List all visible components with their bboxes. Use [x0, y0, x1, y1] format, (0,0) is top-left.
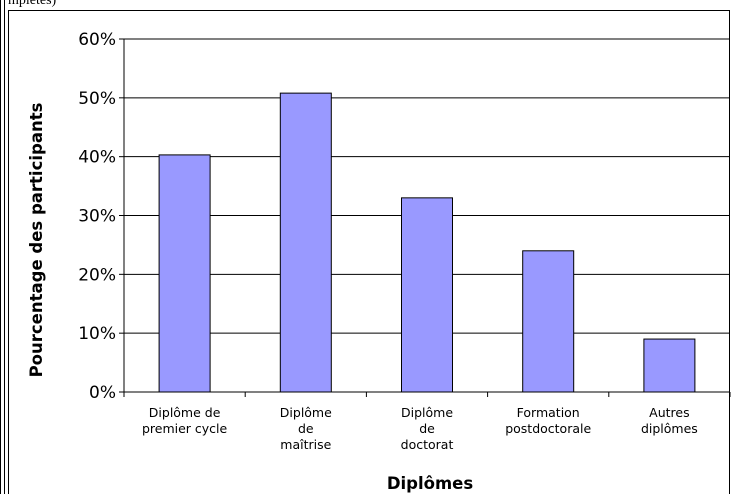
x-category-label-line: diplômes [641, 421, 698, 436]
axes [119, 38, 731, 397]
bars [158, 92, 696, 393]
y-tick-label: 60% [78, 30, 116, 50]
frame-line [4, 0, 5, 494]
x-category-label-line: premier cycle [142, 421, 228, 436]
x-category-label-line: Diplôme de [149, 405, 221, 420]
x-axis-title: Diplômes [387, 474, 474, 493]
bar [158, 154, 211, 393]
page-fragment-text: mpletes) [8, 0, 57, 8]
y-tick-label: 50% [78, 89, 116, 109]
y-tick-label: 0% [89, 383, 116, 403]
y-tick-label: 40% [78, 148, 116, 168]
x-category-label-line: Diplôme [280, 405, 332, 420]
bar [279, 92, 332, 393]
chart-frame [8, 10, 730, 494]
y-tick-label: 10% [78, 324, 116, 344]
x-category-label-line: Formation [517, 405, 580, 420]
y-tick-label: 20% [78, 265, 116, 285]
x-category-label: Diplôme de maîtrise [280, 405, 332, 452]
x-category-label-line: postdoctorale [505, 421, 591, 436]
x-category-label-line: Diplôme [401, 405, 453, 420]
x-category-label-line: Autres [649, 405, 689, 420]
y-axis-title: Pourcentage des participants [27, 102, 46, 377]
x-category-label-line: de [298, 421, 314, 436]
x-category-label: Diplôme de premier cycle [142, 405, 228, 436]
x-category-label: Autres diplômes [641, 405, 698, 436]
x-category-label-line: doctorat [401, 437, 454, 452]
bar [643, 338, 696, 393]
bar [522, 250, 575, 393]
x-category-label-line: de [419, 421, 435, 436]
y-tick-labels: 0% 10% 20% 30% 40% 50% 60% [78, 30, 116, 403]
x-category-label: Formation postdoctorale [505, 405, 591, 436]
bar [401, 197, 453, 393]
frame-line [0, 0, 1, 494]
x-category-label-line: maîtrise [280, 437, 331, 452]
x-category-label: Diplôme de doctorat [401, 405, 454, 452]
y-tick-label: 30% [78, 207, 116, 227]
